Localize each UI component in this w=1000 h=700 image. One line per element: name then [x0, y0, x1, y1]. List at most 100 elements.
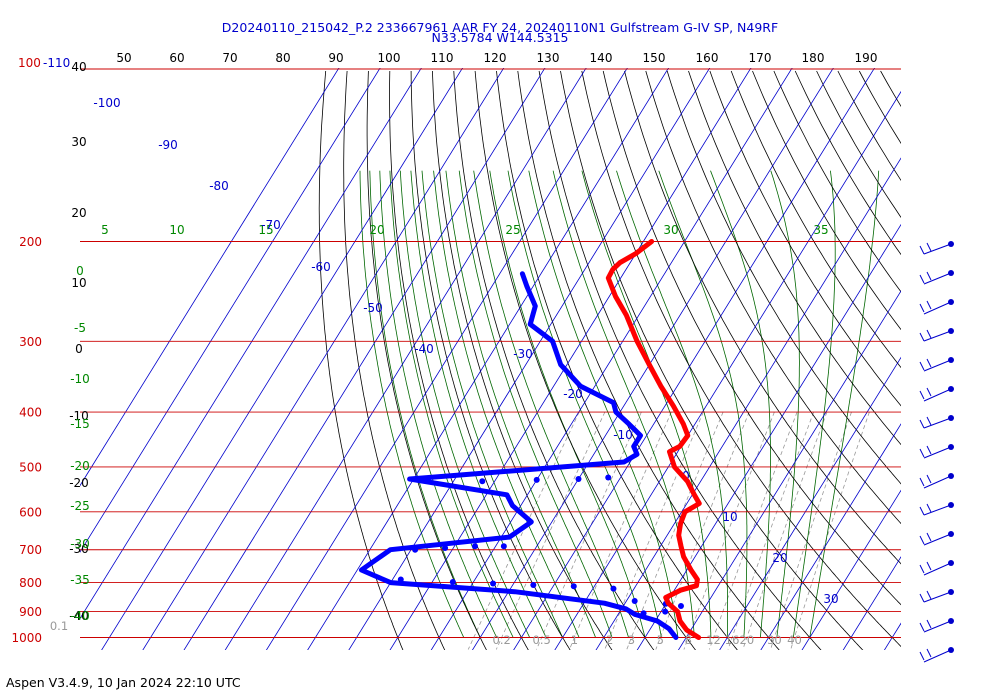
isotherm-label: 10: [722, 510, 737, 524]
dry-adiabat-line: [538, 70, 822, 650]
wind-barb-staff: [923, 417, 952, 429]
mixing-ratio-line: [683, 411, 775, 650]
theta-label: 190: [855, 51, 878, 65]
isotherm-line: [636, 223, 901, 650]
dry-adiabat-line: [794, 70, 901, 256]
isotherm-line: [80, 68, 340, 487]
wind-barb-flag: [919, 564, 925, 574]
dewpoint-point: [631, 597, 638, 604]
isotherm-label: -100: [93, 96, 120, 110]
wind-barb-flag: [926, 474, 932, 484]
isotherm-label: -20: [563, 387, 583, 401]
isotherm-line: [142, 68, 505, 650]
moist-adiabat-line: [489, 170, 646, 638]
chart-title-line-2: N33.5784 W144.5315: [431, 30, 569, 45]
wind-barb-staff: [923, 504, 952, 516]
isotherm-label: -70: [261, 218, 281, 232]
wind-barb-flag: [926, 329, 932, 339]
theta-label: 50: [116, 51, 131, 65]
isotherm-line: [513, 68, 875, 650]
wind-barb-flag: [919, 419, 925, 429]
mixing-ratio-line: [727, 411, 815, 650]
dry-adiabat-line: [474, 70, 696, 650]
theta-label: 100: [378, 51, 401, 65]
wind-barb: [919, 618, 954, 633]
moist-adiabat-line: [792, 170, 836, 638]
left-axis-label: -30: [69, 542, 89, 556]
dry-adiabat-line: [730, 70, 901, 369]
wind-barb-flag: [926, 619, 932, 629]
isotherm-line: [348, 68, 711, 650]
mixing-ratio-label: 3: [628, 633, 635, 647]
chart-title-line-1: D20240110_215042_P.2 233667961 AAR FY 24…: [221, 20, 779, 35]
mixing-ratio-label: 0.5: [533, 633, 551, 647]
wind-barb-flag: [926, 358, 932, 368]
wind-barb-flag: [919, 535, 925, 545]
moist-adiabat-line: [379, 170, 498, 638]
isotherm-label: -50: [363, 301, 383, 315]
thetae-label: 35: [813, 223, 828, 237]
isotherm-label: -40: [414, 342, 434, 356]
left-axis-green-label: -40: [70, 609, 90, 623]
isotherm-line: [307, 68, 669, 650]
wind-barb-flag: [926, 590, 932, 600]
theta-label: 140: [590, 51, 613, 65]
dry-adiabat-line: [923, 71, 1000, 651]
profiles: [358, 239, 702, 640]
isotherm-label: -80: [209, 179, 229, 193]
dry-adiabat-line: [581, 70, 901, 648]
wind-barb-flag: [919, 477, 925, 487]
wind-barb-staff: [923, 388, 952, 402]
mixing-ratio-line: [536, 411, 642, 650]
left-axis-label: 10: [71, 276, 86, 290]
pressure-label: 700: [19, 543, 42, 557]
theta-label: 120: [484, 51, 507, 65]
dry-adiabat-line: [688, 70, 901, 446]
mixing-ratio-lines: [467, 411, 870, 650]
left-axis-label: 30: [71, 135, 86, 149]
mixing-ratio-line: [626, 411, 724, 650]
wind-barbs: [919, 241, 954, 663]
pressure-label: 500: [19, 460, 42, 474]
left-axis-green-label: -35: [70, 573, 90, 587]
mixing-ratio-line: [742, 411, 828, 650]
wind-barb-staff: [923, 359, 952, 372]
moist-adiabat-line: [770, 170, 800, 638]
footer-text: Aspen V3.4.9, 10 Jan 2024 22:10 UTC: [6, 675, 241, 690]
mixing-ratio-line: [708, 411, 798, 650]
wind-barb: [919, 386, 954, 402]
isotherm-line: [801, 489, 901, 650]
moist-adiabat-line: [809, 170, 880, 638]
dry-adiabat-line: [966, 71, 1000, 651]
thetae-label: 20: [369, 223, 384, 237]
dewpoint-point: [610, 585, 617, 592]
wind-barb: [919, 502, 954, 516]
moist-adiabat-line: [389, 170, 514, 638]
mixing-ratio-line: [655, 411, 750, 650]
moist-adiabats: [359, 170, 880, 638]
wind-barb-flag: [926, 532, 932, 542]
wind-barb-staff: [923, 272, 952, 285]
moist-adiabat-line: [369, 170, 481, 638]
theta-label: 70: [222, 51, 237, 65]
mixing-ratio-label: 30: [767, 633, 782, 647]
wind-barb: [919, 589, 954, 603]
wind-barb: [919, 299, 954, 315]
wind-barb-staff: [923, 243, 952, 255]
wind-barb-staff: [923, 330, 952, 342]
left-axis-green-label: 0: [76, 264, 84, 278]
wind-barb-staff: [923, 446, 952, 459]
wind-barb-staff: [923, 475, 952, 489]
mixing-ratio-line: [495, 411, 606, 650]
pressure-label: 200: [19, 235, 42, 249]
theta-label: 110: [431, 51, 454, 65]
dewpoint-point: [479, 478, 486, 485]
isotherm-label: -110: [43, 56, 70, 70]
dewpoint-point: [677, 603, 684, 610]
wind-barb: [919, 241, 954, 255]
isotherm-line: [883, 622, 901, 650]
isotherm-label: -30: [513, 347, 533, 361]
dewpoint-point: [662, 608, 669, 615]
dry-adiabat-line: [666, 70, 901, 485]
thetae-label: 15: [258, 223, 273, 237]
